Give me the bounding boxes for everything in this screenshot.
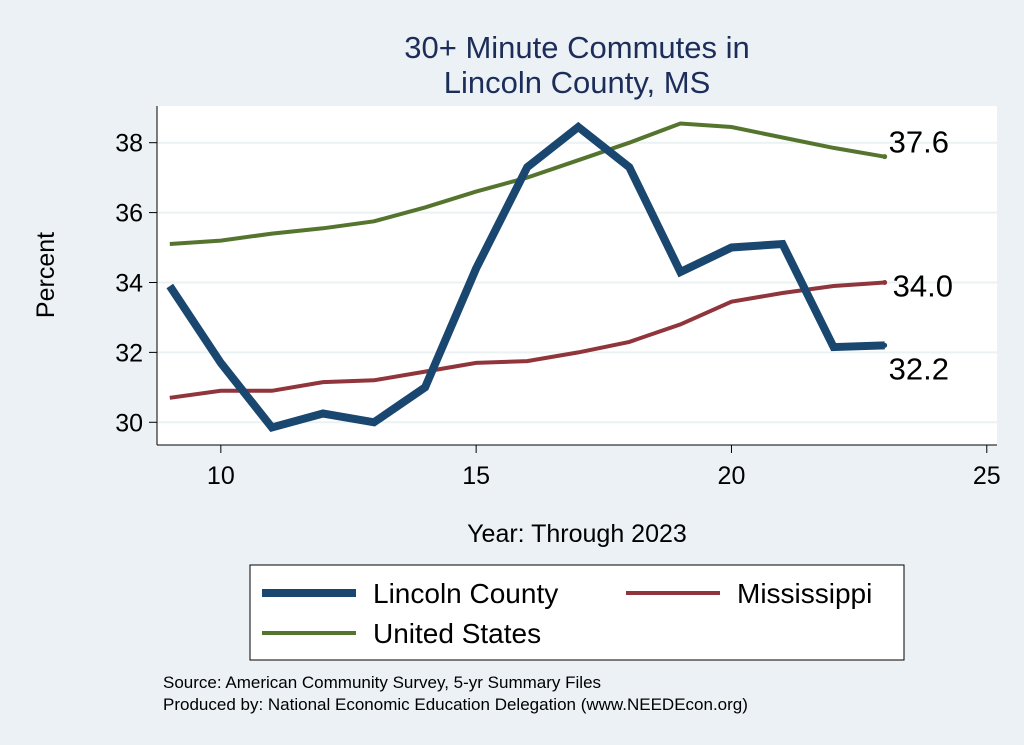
y-tick-label: 36 — [115, 200, 143, 228]
series-line-lincoln-county — [166, 121, 885, 433]
series-line-united-states — [169, 121, 886, 246]
legend-box — [249, 564, 905, 661]
series-lines — [166, 121, 888, 433]
x-tick-label: 15 — [462, 462, 490, 490]
plot-area — [157, 106, 997, 445]
end-label-mississippi: 34.0 — [893, 268, 953, 303]
legend-label-lincoln-county: Lincoln County — [373, 578, 558, 609]
end-labels: 32.2 34.0 37.6 — [889, 125, 953, 387]
x-tick-label: 20 — [718, 462, 746, 490]
gridlines — [157, 141, 997, 424]
legend: Lincoln County Mississippi United States — [249, 564, 905, 661]
chart-title-line-1: 30+ Minute Commutes in — [404, 30, 749, 65]
series-end-point — [882, 342, 888, 348]
series-line-mississippi — [169, 280, 885, 400]
produced-by-note: Produced by: National Economic Education… — [163, 695, 748, 714]
legend-label-mississippi: Mississippi — [737, 578, 872, 609]
x-tick-label: 10 — [207, 462, 235, 490]
y-axis-title: Percent — [32, 232, 60, 318]
end-label-united-states: 37.6 — [889, 125, 949, 160]
x-axis-title: Year: Through 2023 — [467, 520, 687, 548]
x-tick-label: 25 — [973, 462, 1001, 490]
source-note: Source: American Community Survey, 5-yr … — [163, 673, 601, 692]
axis-ticks: 30 32 34 36 38 10 15 20 25 — [115, 130, 1001, 490]
y-tick-label: 38 — [115, 130, 143, 158]
series-end-point — [882, 154, 888, 160]
y-tick-label: 30 — [115, 409, 143, 437]
legend-label-united-states: United States — [373, 618, 541, 649]
y-tick-label: 32 — [115, 339, 143, 367]
y-tick-label: 34 — [115, 269, 143, 297]
end-label-lincoln-county: 32.2 — [889, 351, 949, 386]
chart-title-line-2: Lincoln County, MS — [444, 65, 711, 100]
series-end-point — [882, 279, 888, 285]
